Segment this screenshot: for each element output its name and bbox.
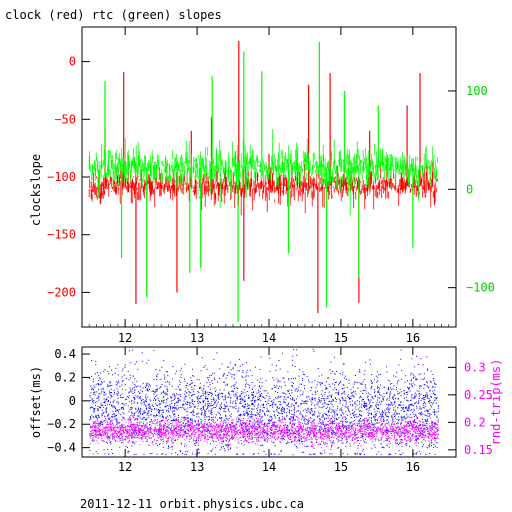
series-noise xyxy=(88,129,439,216)
x-tick-label: 14 xyxy=(262,460,276,474)
x-tick-label: 14 xyxy=(262,331,276,345)
bottom-panel: 12 13 14 15 160.40.20−0.2−0.40.30.250.20.15 … xyxy=(29,346,503,474)
footer-text: 2011-12-11 orbit.physics.ubc.ca xyxy=(80,497,304,511)
y-tick-label: 0 xyxy=(69,55,76,69)
y2-tick-label: 0 xyxy=(466,182,473,196)
x-tick-label: 12 xyxy=(118,331,132,345)
bottom-y-label: offset(ms) xyxy=(29,366,43,438)
y-tick-label: −0.4 xyxy=(47,441,76,455)
y2-tick-label: 0.15 xyxy=(464,443,493,457)
x-tick-label: 13 xyxy=(190,460,204,474)
y-tick-label: −100 xyxy=(47,170,76,184)
bottom-plot-frame xyxy=(81,346,457,458)
x-tick-label: 12 xyxy=(118,460,132,474)
y2-tick-label: 0.25 xyxy=(464,388,493,402)
y2-tick-label: −100 xyxy=(466,281,495,295)
bottom-y2-label: rnd-trip(ms) xyxy=(489,359,503,446)
x-tick-label: 15 xyxy=(334,331,348,345)
y-tick-label: −50 xyxy=(54,112,76,126)
y-tick-label: −0.2 xyxy=(47,417,76,431)
x-tick-label: 15 xyxy=(334,460,348,474)
y2-tick-label: 0.2 xyxy=(464,415,486,429)
top-axes: 12 13 14 15 16 0 −50 −100 −150 −200 100 0 −100 xyxy=(47,27,495,345)
x-tick-label: 13 xyxy=(190,331,204,345)
y2-tick-label: 100 xyxy=(466,84,488,98)
x-tick-label: 16 xyxy=(406,331,420,345)
y-tick-label: −150 xyxy=(47,228,76,242)
rtc-series xyxy=(88,41,439,323)
scatter-points xyxy=(89,407,439,453)
y2-tick-label: 0.3 xyxy=(464,360,486,374)
bottom-axes: 12 13 14 15 16 0.4 0.2 0 −0.2 −0.4 0.3 0.25 0.2 0.15 xyxy=(47,347,493,474)
top-panel: 12 13 14 15 16 0 −50 −100 −150 −200 100 0 −100 clock… xyxy=(29,26,495,345)
y-tick-label: 0.2 xyxy=(54,370,76,384)
x-tick-label: 16 xyxy=(406,460,420,474)
chart-title: clock (red) rtc (green) slopes xyxy=(5,8,222,22)
y-tick-label: 0.4 xyxy=(54,347,76,361)
y-tick-label: 0 xyxy=(69,394,76,408)
rnd-trip-series xyxy=(89,407,439,453)
top-y-label: clockslope xyxy=(29,154,43,226)
y-tick-label: −200 xyxy=(47,285,76,299)
